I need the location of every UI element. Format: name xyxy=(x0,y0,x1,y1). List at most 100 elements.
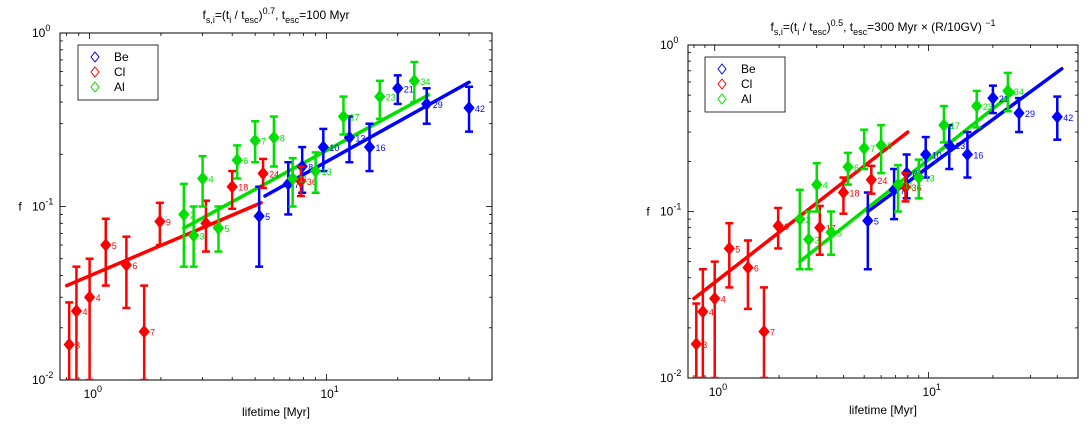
data-point-Al xyxy=(178,207,190,222)
y-tick-label: 10-2 xyxy=(660,368,681,385)
plot-content: 5781013162129423445679171824362345678111… xyxy=(63,60,485,380)
data-label-Al: 13 xyxy=(322,167,332,177)
tick-exponent: -1 xyxy=(673,202,681,212)
data-point-Al xyxy=(913,170,925,185)
x-tick-label: 100 xyxy=(709,382,727,399)
data-point-Cl xyxy=(226,179,238,194)
data-point-Cl xyxy=(63,337,75,352)
legend-label-Be: Be xyxy=(741,62,756,76)
tick-base: 10 xyxy=(32,200,46,214)
tick-base: 10 xyxy=(923,385,937,399)
x-tick-label: 100 xyxy=(84,384,102,401)
data-label-Al: 8 xyxy=(280,133,285,143)
data-point-Al xyxy=(196,171,209,186)
data-label-Cl: 24 xyxy=(269,169,279,179)
data-label-Cl: 6 xyxy=(754,264,759,274)
data-label-Cl: 9 xyxy=(166,217,171,227)
legend-marker-Cl xyxy=(90,66,100,78)
data-point-Al xyxy=(231,153,243,167)
legend-marker-Be xyxy=(717,63,727,75)
data-label-Be: 5 xyxy=(265,212,270,222)
data-label-Cl: 9 xyxy=(784,222,789,232)
x-tick-label: 101 xyxy=(320,384,338,401)
legend-marker-Al xyxy=(90,81,100,93)
fit-line-Cl xyxy=(64,201,263,288)
data-point-Be xyxy=(1051,110,1063,124)
data-point-Cl xyxy=(257,166,269,181)
data-point-Al xyxy=(794,212,806,226)
data-point-Cl xyxy=(697,304,709,319)
data-point-Be xyxy=(317,140,329,154)
data-label-Al: 2 xyxy=(190,210,195,220)
data-label-Be: 29 xyxy=(1025,109,1035,119)
tick-base: 10 xyxy=(709,385,723,399)
data-label-Be: 5 xyxy=(874,217,879,227)
data-point-Be xyxy=(253,209,265,223)
data-point-Al xyxy=(892,177,904,192)
data-point-Al xyxy=(287,171,299,186)
data-point-Al xyxy=(337,109,350,124)
data-label-Cl: 4 xyxy=(96,293,101,303)
data-point-Al xyxy=(875,138,887,153)
data-point-Be xyxy=(862,213,874,228)
data-label-Al: 17 xyxy=(349,113,359,123)
data-point-Cl xyxy=(814,220,826,235)
data-point-Cl xyxy=(742,260,754,275)
data-point-Cl xyxy=(690,337,702,351)
data-label-Al: 3 xyxy=(200,232,205,242)
data-point-Be xyxy=(392,81,404,96)
data-label-Be: 8 xyxy=(308,163,313,173)
data-label-Be: 29 xyxy=(433,100,443,110)
data-label-Be: 16 xyxy=(376,143,386,153)
data-label-Cl: 4 xyxy=(721,295,726,305)
data-point-Cl xyxy=(83,290,96,305)
data-label-Al: 4 xyxy=(209,175,214,185)
data-point-Al xyxy=(408,74,420,88)
chart-title: fs,i=(ti / tesc)0.7, tesc=100 Myr xyxy=(203,6,350,25)
data-label-Be: 10 xyxy=(329,143,339,153)
data-label-Cl: 4 xyxy=(709,308,714,318)
y-tick-label: 10-2 xyxy=(32,370,53,387)
data-point-Cl xyxy=(138,324,150,339)
data-label-Cl: 36 xyxy=(307,177,317,187)
data-label-Al: 34 xyxy=(420,77,430,87)
data-point-Cl xyxy=(865,173,877,187)
fit-line-Al xyxy=(182,93,431,230)
y-tick-label: 100 xyxy=(660,35,678,52)
data-point-Al xyxy=(1002,84,1014,98)
data-label-Al: 5 xyxy=(224,224,229,234)
tick-base: 10 xyxy=(32,26,46,40)
data-label-Al: 11 xyxy=(904,181,913,191)
data-label-Cl: 5 xyxy=(735,244,740,254)
data-point-Cl xyxy=(772,219,784,233)
data-point-Be xyxy=(961,147,974,162)
y-axis-title: f xyxy=(18,200,22,214)
data-point-Cl xyxy=(100,238,112,252)
data-point-Be xyxy=(920,147,932,162)
data-label-Be: 13 xyxy=(955,141,965,151)
tick-exponent: 1 xyxy=(936,382,941,392)
data-point-Be xyxy=(421,97,433,111)
data-point-Al xyxy=(811,177,823,192)
data-point-Cl xyxy=(154,214,166,229)
data-label-Be: 21 xyxy=(404,84,414,94)
y-tick-label: 10-1 xyxy=(32,197,53,214)
tick-exponent: -1 xyxy=(45,197,53,207)
data-point-Cl xyxy=(837,185,850,200)
tick-exponent: -2 xyxy=(673,368,681,378)
x-axis-title: lifetime [Myr] xyxy=(849,403,917,417)
plot-content: 5781013162129423445679171824362345678111… xyxy=(690,67,1073,378)
tick-base: 10 xyxy=(660,38,674,52)
data-point-Al xyxy=(187,228,200,243)
data-point-Al xyxy=(842,160,854,174)
y-axis-title: f xyxy=(646,205,650,219)
tick-base: 10 xyxy=(320,387,334,401)
data-label-Be: 8 xyxy=(913,169,918,179)
x-axis-title: lifetime [Myr] xyxy=(242,405,310,419)
data-label-Al: 34 xyxy=(1014,87,1024,97)
